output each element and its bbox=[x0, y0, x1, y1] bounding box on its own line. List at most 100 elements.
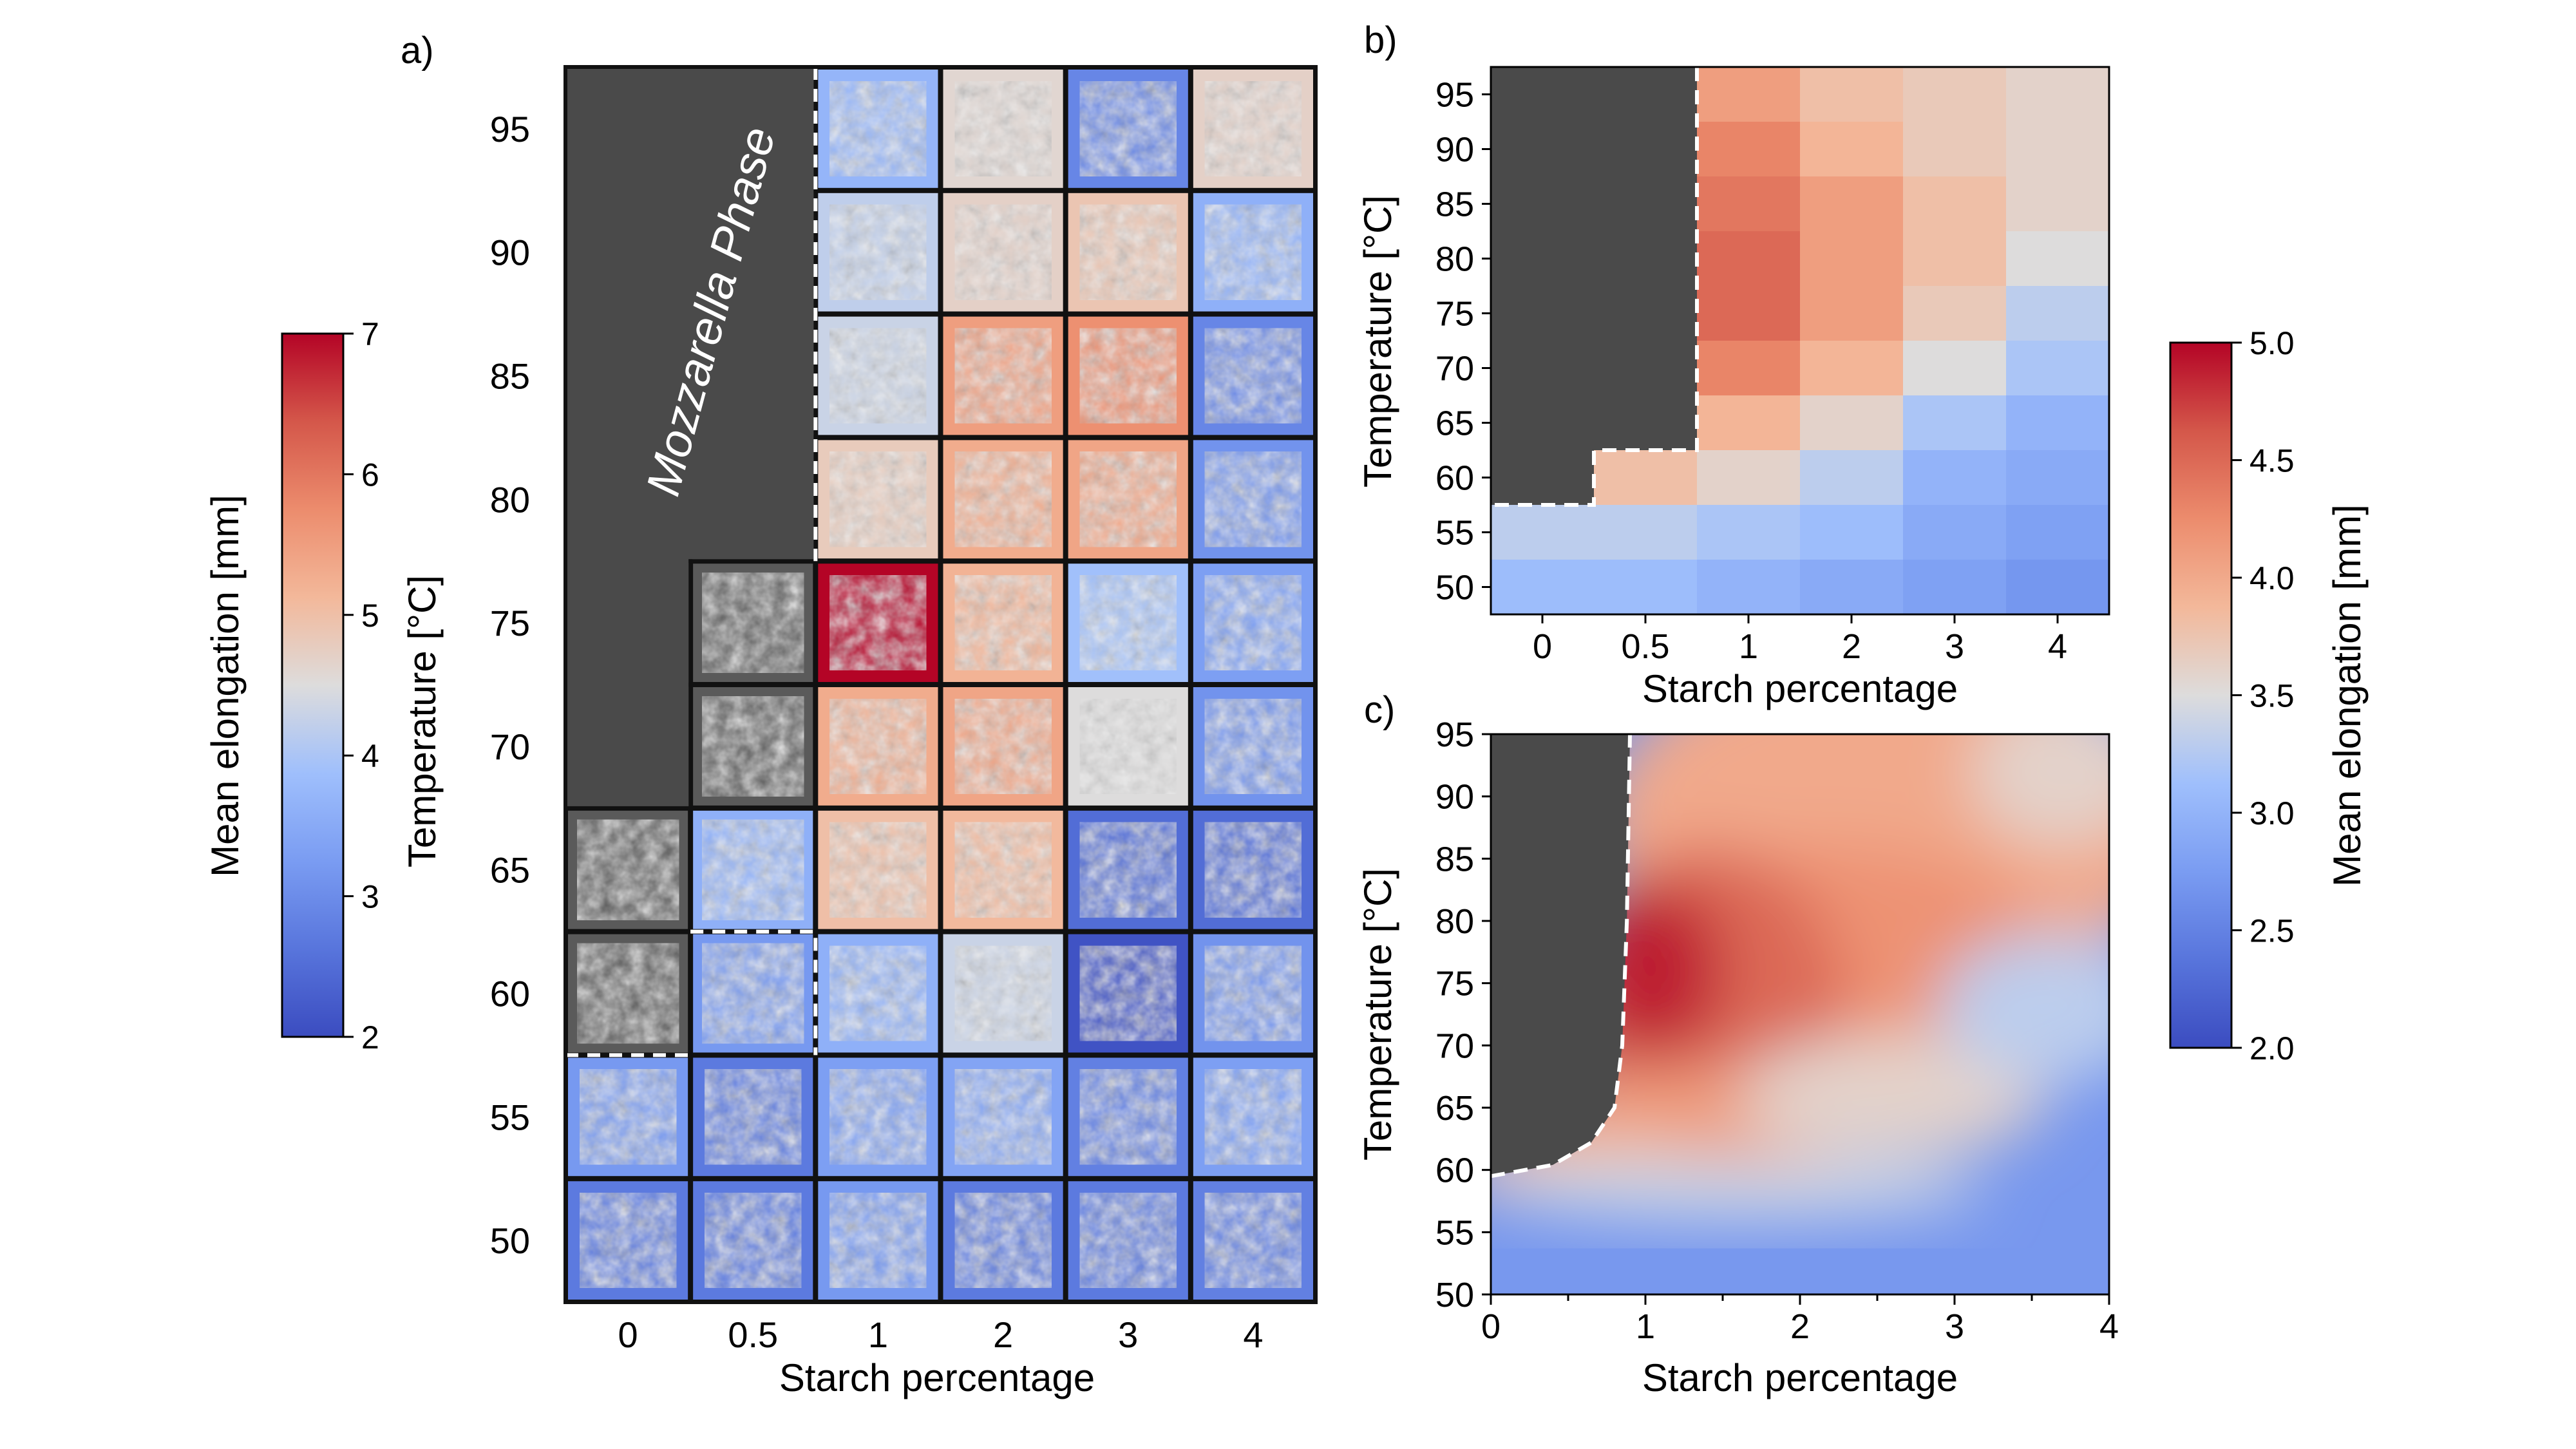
panel-a-y-tick-label: 70 bbox=[490, 726, 530, 767]
panel-b-cell bbox=[2006, 450, 2110, 506]
panel-a-cell-micrograph bbox=[1204, 1069, 1302, 1165]
panel-b-cell bbox=[1491, 286, 1595, 341]
panel-b-x-tick-label: 3 bbox=[1945, 627, 1964, 666]
panel-a-cell bbox=[1068, 687, 1188, 806]
panel-a-cell bbox=[1193, 70, 1313, 188]
panel-a-cell-micrograph bbox=[1079, 699, 1177, 794]
panel-b-label: b) bbox=[1364, 19, 1397, 61]
panel-b-cell bbox=[2006, 560, 2110, 615]
panel-b-y-tick-label: 65 bbox=[1435, 404, 1474, 443]
panel-a-cell-micrograph bbox=[702, 573, 804, 673]
panel-a-frame bbox=[564, 65, 1318, 1304]
colorbar-left-tick-label: 4 bbox=[361, 738, 379, 774]
panel-a-cell-micrograph bbox=[705, 1193, 802, 1288]
panel-b-cell bbox=[1903, 450, 2007, 506]
panel-b-y-tick-label: 80 bbox=[1435, 240, 1474, 279]
panel-a-cell bbox=[943, 564, 1063, 682]
panel-b-cell bbox=[1594, 176, 1698, 232]
panel-a-cell-micrograph bbox=[954, 451, 1052, 547]
panel-a-cell-micrograph bbox=[702, 819, 804, 920]
panel-a-y-tick-label: 50 bbox=[490, 1220, 530, 1261]
panel-a-cell-micrograph bbox=[1204, 699, 1302, 794]
panel-a-y-tick-label: 95 bbox=[490, 109, 530, 149]
panel-b-cell bbox=[2006, 231, 2110, 287]
panel-a-cell-micrograph bbox=[702, 696, 804, 797]
panel-b-cell bbox=[1697, 560, 1801, 615]
panel-b-cell bbox=[1903, 67, 2007, 122]
panel-a-cell-micrograph bbox=[1204, 822, 1302, 918]
panel-b-x-tick-label: 0.5 bbox=[1621, 627, 1669, 666]
panel-c-mozzarella-region bbox=[1491, 734, 1630, 1177]
panel-a-cell-micrograph bbox=[829, 328, 927, 424]
panel-a-cell-micrograph bbox=[1204, 81, 1302, 176]
panel-b-cell bbox=[1594, 286, 1698, 341]
panel-c-field bbox=[1491, 734, 2109, 1220]
panel-c: c) 95 90 85 80 75 70 65 60 55 50 0 1 2 3 4 Starch per… bbox=[1356, 689, 2119, 1399]
panel-a-y-tick-label: 80 bbox=[490, 479, 530, 520]
panel-c-y-tick-label: 60 bbox=[1435, 1151, 1474, 1190]
colorbar-right-tick-label: 2.0 bbox=[2249, 1030, 2295, 1066]
panel-b-boundary bbox=[1491, 67, 1699, 507]
panel-b-cell bbox=[1903, 560, 2007, 615]
colorbar-left-gradient bbox=[281, 332, 345, 1038]
panel-a-x-tick-label: 0.5 bbox=[728, 1314, 778, 1355]
panel-a-x-ticks: 0 0.5 1 2 3 4 bbox=[618, 1314, 1264, 1355]
panel-b-cell bbox=[1491, 560, 1595, 615]
panel-c-y-axis-label: Temperature [°C] bbox=[1356, 868, 1399, 1160]
panel-a-cell-micrograph bbox=[1079, 451, 1177, 547]
panel-b-cell bbox=[1800, 450, 1904, 506]
colorbar-right: 2.0 2.5 3.0 3.5 4.0 4.5 5.0 Mean elongation [m… bbox=[2169, 325, 2369, 1066]
panel-a-cell bbox=[818, 316, 938, 435]
panel-c-x-tick-label: 4 bbox=[2099, 1307, 2119, 1346]
panel-a-cell bbox=[565, 931, 691, 1056]
panel-b-cell bbox=[1594, 122, 1698, 177]
panel-a-cell-micrograph bbox=[1204, 575, 1302, 670]
panel-a-cell bbox=[568, 1057, 688, 1177]
panel-b-x-tick-label: 1 bbox=[1739, 627, 1758, 666]
colorbar-left-ticks: 2 3 4 5 6 7 bbox=[343, 316, 379, 1056]
panel-b-cell bbox=[1491, 122, 1595, 177]
panel-a-cell-micrograph bbox=[954, 699, 1052, 794]
panel-a-cell-micrograph bbox=[954, 575, 1052, 670]
colorbar-right-tick-label: 5.0 bbox=[2249, 325, 2295, 361]
panel-b-cell bbox=[1697, 67, 1801, 122]
panel-a-cell-micrograph bbox=[1079, 204, 1177, 300]
panel-b-cell bbox=[1697, 286, 1801, 341]
panel-a-cell bbox=[1193, 440, 1313, 559]
panel-a-x-tick-label: 1 bbox=[868, 1314, 888, 1355]
panel-a-cell-micrograph bbox=[1079, 328, 1177, 424]
panel-b-cell bbox=[1800, 122, 1904, 177]
panel-b-cell bbox=[1491, 341, 1595, 396]
colorbar-left-tick-label: 3 bbox=[361, 879, 379, 915]
panel-b-cell bbox=[1800, 67, 1904, 122]
panel-b-cell bbox=[1903, 395, 2007, 451]
panel-a-cell bbox=[690, 561, 816, 685]
panel-a-cell bbox=[1068, 70, 1188, 188]
panel-b-cell bbox=[1697, 341, 1801, 396]
panel-a-cell bbox=[818, 810, 938, 929]
panel-a-y-tick-label: 60 bbox=[490, 974, 530, 1014]
panel-b-y-tick-label: 95 bbox=[1435, 76, 1474, 115]
panel-b-cell bbox=[1594, 560, 1698, 615]
panel-b-cell bbox=[1903, 341, 2007, 396]
panel-b-x-ticks: 0 0.5 1 2 3 4 bbox=[1533, 614, 2067, 666]
panel-a-cell bbox=[565, 808, 691, 932]
panel-b-x-tick-label: 2 bbox=[1842, 627, 1861, 666]
panel-a-cell bbox=[1068, 1181, 1188, 1300]
panel-c-y-tick-label: 75 bbox=[1435, 965, 1474, 1003]
panel-c-y-tick-label: 80 bbox=[1435, 902, 1474, 941]
colorbar-right-tick-label: 4.5 bbox=[2249, 443, 2295, 479]
panel-a-y-tick-label: 75 bbox=[490, 603, 530, 643]
panel-b-grid bbox=[1491, 67, 2110, 615]
panel-a-x-tick-label: 0 bbox=[618, 1314, 638, 1355]
panel-b-y-tick-label: 75 bbox=[1435, 295, 1474, 334]
panel-a-cell-micrograph bbox=[954, 328, 1052, 424]
panel-a-mozzarella-region bbox=[567, 69, 814, 180]
panel-b-cell bbox=[1800, 286, 1904, 341]
panel-a-cell bbox=[568, 1181, 688, 1300]
panel-c-boundary bbox=[1490, 734, 1632, 1179]
panel-a-cell bbox=[1068, 316, 1188, 435]
colorbar-left: 2 3 4 5 6 7 Mean elongation [mm] bbox=[204, 316, 379, 1056]
panel-a-cell-micrograph bbox=[829, 699, 927, 794]
